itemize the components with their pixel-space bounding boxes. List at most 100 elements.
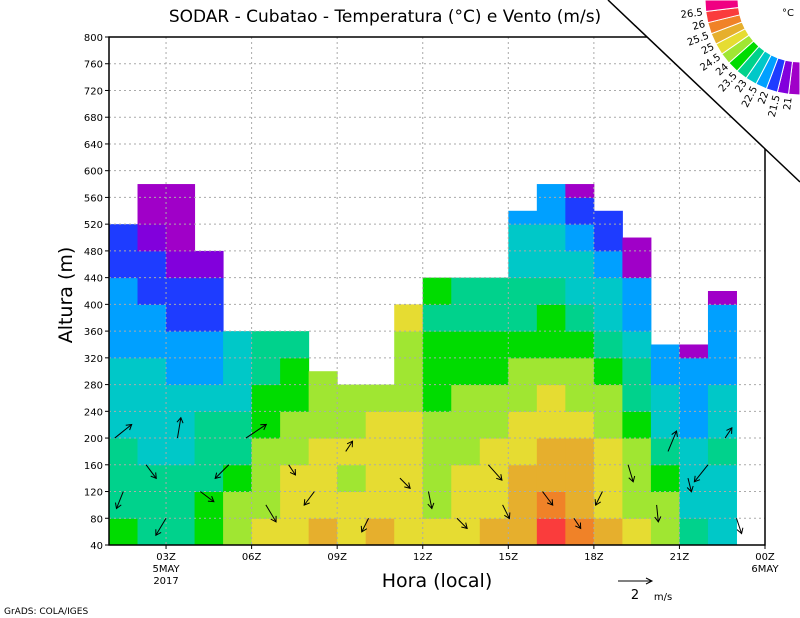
temperature-cell bbox=[223, 331, 253, 359]
temperature-cell bbox=[109, 250, 139, 279]
temperature-cell bbox=[508, 210, 538, 225]
temperature-cell bbox=[508, 518, 538, 546]
temperature-cell bbox=[166, 250, 196, 279]
temperature-cell bbox=[166, 518, 196, 546]
wind-arrowhead bbox=[654, 516, 662, 523]
x-tick-sublabel: 6MAY bbox=[751, 564, 779, 575]
temperature-cell bbox=[109, 464, 139, 493]
temperature-cell bbox=[650, 344, 680, 359]
temperature-cell bbox=[508, 464, 538, 493]
temperature-cell bbox=[622, 357, 652, 386]
temperature-cell bbox=[536, 384, 566, 412]
vector-key-unit: m/s bbox=[654, 592, 672, 603]
temperature-cell bbox=[223, 357, 253, 386]
temperature-cell bbox=[565, 464, 595, 493]
temperature-cell bbox=[394, 411, 424, 439]
temperature-cell bbox=[679, 411, 709, 439]
y-tick-label: 240 bbox=[84, 407, 103, 418]
temperature-cell bbox=[679, 357, 709, 386]
x-tick-label: 15Z bbox=[499, 552, 519, 563]
temperature-cell bbox=[451, 277, 481, 305]
wind-shaft bbox=[288, 464, 296, 476]
temperature-cell bbox=[593, 224, 623, 252]
temperature-cell bbox=[251, 518, 281, 546]
temperature-cell bbox=[166, 438, 196, 466]
wind-shaft bbox=[487, 464, 503, 481]
temperature-cell bbox=[622, 518, 652, 546]
y-tick-label: 600 bbox=[84, 167, 103, 178]
temperature-cell bbox=[707, 331, 737, 359]
wind-vector bbox=[155, 518, 167, 537]
temperature-cell bbox=[251, 464, 281, 493]
temperature-cell bbox=[194, 464, 224, 493]
temperature-cell bbox=[650, 438, 680, 466]
wind-vector bbox=[654, 504, 662, 523]
temperature-cell bbox=[194, 438, 224, 466]
y-tick-label: 400 bbox=[84, 300, 103, 311]
temperature-cell bbox=[166, 357, 196, 386]
wind-vector bbox=[487, 464, 503, 481]
y-tick-label: 40 bbox=[90, 541, 103, 552]
temperature-cell bbox=[223, 518, 253, 546]
plot-frame bbox=[108, 36, 766, 546]
wind-shaft bbox=[345, 440, 353, 452]
temperature-cell bbox=[109, 491, 139, 519]
wind-vector bbox=[627, 464, 636, 483]
wind-vector bbox=[594, 491, 603, 506]
x-tick-label: 21Z bbox=[670, 552, 690, 563]
temperature-cell bbox=[679, 518, 709, 546]
wind-arrowhead bbox=[155, 529, 162, 537]
temperature-cell bbox=[223, 384, 253, 412]
y-tick-label: 200 bbox=[84, 434, 103, 445]
colorbar-label: 26 bbox=[691, 19, 706, 33]
temperature-cell bbox=[451, 384, 481, 412]
temperature-cell bbox=[593, 357, 623, 386]
temperature-cell bbox=[650, 384, 680, 412]
colorbar-divider bbox=[607, 0, 800, 183]
wind-arrowhead bbox=[693, 475, 701, 483]
temperature-cell bbox=[280, 331, 310, 359]
temperature-cell bbox=[536, 331, 566, 359]
temperature-cell bbox=[679, 438, 709, 466]
temperature-cell bbox=[166, 411, 196, 439]
temperature-cell bbox=[223, 464, 253, 493]
wind-shaft bbox=[245, 424, 267, 439]
temperature-cell bbox=[422, 491, 452, 519]
temperature-cell bbox=[565, 184, 595, 198]
temperature-cell bbox=[707, 411, 737, 439]
temperature-cell bbox=[536, 438, 566, 466]
wind-vector bbox=[245, 423, 268, 439]
temperature-cell bbox=[109, 384, 139, 412]
temperature-cell bbox=[622, 491, 652, 519]
colorbar-label: 25 bbox=[700, 42, 716, 58]
temperature-cell bbox=[166, 277, 196, 305]
temperature-cell bbox=[479, 384, 509, 412]
y-tick-label: 760 bbox=[84, 60, 103, 71]
wind-shaft bbox=[456, 517, 468, 529]
temperature-cell bbox=[194, 304, 224, 332]
wind-vector bbox=[360, 518, 369, 533]
wind-vector bbox=[724, 427, 733, 439]
temperature-cell bbox=[422, 331, 452, 359]
y-tick-label: 520 bbox=[84, 220, 103, 231]
temperature-cell bbox=[451, 464, 481, 493]
x-tick-label: 03Z bbox=[156, 552, 176, 563]
temperature-cell bbox=[308, 491, 338, 519]
wind-vector bbox=[303, 491, 315, 506]
temperature-cell bbox=[194, 491, 224, 519]
wind-vector bbox=[115, 491, 124, 510]
temperature-cell bbox=[251, 357, 281, 386]
temperature-cell bbox=[394, 384, 424, 412]
wind-vector bbox=[667, 430, 678, 452]
wind-shaft bbox=[595, 491, 603, 506]
wind-shaft bbox=[114, 424, 133, 439]
temperature-cell bbox=[707, 464, 737, 493]
temperature-cell bbox=[650, 357, 680, 386]
wind-arrowhead bbox=[736, 527, 744, 535]
temperature-cell bbox=[308, 518, 338, 546]
temperature-cell bbox=[251, 438, 281, 466]
temperature-cell bbox=[137, 331, 167, 359]
wind-shaft bbox=[176, 417, 182, 439]
wind-vector bbox=[145, 464, 157, 480]
wind-arrowhead bbox=[575, 522, 582, 530]
